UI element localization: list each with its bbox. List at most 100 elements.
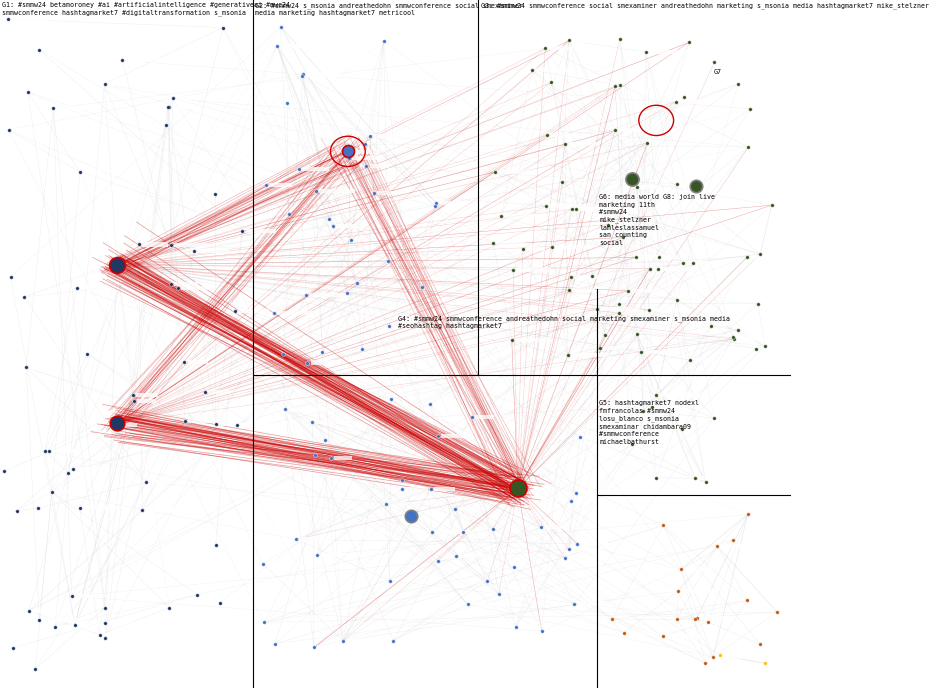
FancyBboxPatch shape	[77, 466, 110, 471]
Point	[126, 395, 142, 406]
Text: G4: #smmw24 smmwconference andreathedohn social marketing smexaminer s_msonia me: G4: #smmw24 smmwconference andreathedohn…	[398, 315, 730, 330]
Point	[48, 621, 63, 632]
Point	[198, 387, 213, 398]
FancyBboxPatch shape	[315, 420, 349, 424]
Point	[561, 284, 577, 295]
Point	[611, 299, 626, 310]
Point	[189, 589, 204, 600]
Point	[212, 597, 227, 608]
FancyBboxPatch shape	[638, 255, 675, 259]
Point	[625, 173, 640, 184]
Point	[681, 37, 696, 48]
FancyBboxPatch shape	[700, 616, 725, 620]
FancyBboxPatch shape	[311, 361, 340, 365]
FancyBboxPatch shape	[741, 82, 760, 86]
Point	[628, 252, 643, 263]
Point	[515, 244, 530, 255]
Point	[642, 264, 657, 275]
FancyBboxPatch shape	[572, 288, 595, 292]
FancyBboxPatch shape	[174, 243, 209, 247]
Point	[415, 281, 430, 292]
FancyBboxPatch shape	[753, 107, 772, 111]
Point	[300, 357, 315, 368]
Point	[163, 239, 179, 250]
FancyBboxPatch shape	[548, 46, 574, 50]
Point	[572, 432, 587, 443]
FancyBboxPatch shape	[550, 133, 577, 138]
Point	[613, 80, 628, 91]
Point	[115, 55, 130, 66]
FancyBboxPatch shape	[302, 167, 330, 171]
FancyBboxPatch shape	[631, 289, 656, 293]
FancyBboxPatch shape	[107, 82, 126, 86]
FancyBboxPatch shape	[115, 422, 138, 427]
Point	[584, 270, 599, 281]
FancyBboxPatch shape	[716, 655, 753, 659]
Point	[731, 325, 746, 336]
Point	[37, 445, 52, 456]
Point	[362, 131, 377, 142]
Point	[298, 290, 314, 301]
Point	[670, 585, 685, 596]
Point	[323, 452, 338, 463]
Point	[64, 591, 79, 602]
Point	[543, 77, 559, 88]
Point	[560, 543, 576, 554]
Point	[28, 663, 43, 674]
Point	[480, 576, 495, 587]
Point	[208, 418, 223, 429]
Point	[277, 404, 293, 415]
Point	[66, 463, 81, 474]
Point	[104, 419, 120, 430]
FancyBboxPatch shape	[43, 619, 83, 623]
FancyBboxPatch shape	[11, 128, 46, 132]
Point	[608, 125, 623, 136]
FancyBboxPatch shape	[396, 638, 435, 643]
Point	[710, 541, 725, 552]
FancyBboxPatch shape	[277, 311, 313, 315]
FancyBboxPatch shape	[280, 43, 310, 47]
Point	[539, 201, 554, 212]
Text: G5: hashtagmarket7 nodexl
fmfrancolas #smmw24
losu_blanco s_msonia
smexaminar ch: G5: hashtagmarket7 nodexl fmfrancolas #s…	[599, 400, 699, 444]
FancyBboxPatch shape	[208, 390, 230, 394]
FancyBboxPatch shape	[750, 255, 779, 259]
Point	[560, 350, 575, 361]
Point	[314, 347, 330, 358]
Point	[538, 43, 553, 54]
Point	[625, 438, 640, 449]
FancyBboxPatch shape	[555, 244, 593, 248]
Point	[600, 219, 616, 230]
Point	[688, 473, 703, 484]
FancyBboxPatch shape	[16, 646, 42, 650]
Point	[230, 419, 245, 430]
FancyBboxPatch shape	[471, 603, 506, 607]
Point	[686, 257, 701, 268]
FancyBboxPatch shape	[11, 17, 48, 21]
FancyBboxPatch shape	[583, 436, 604, 440]
Point	[208, 188, 223, 199]
FancyBboxPatch shape	[320, 553, 343, 557]
FancyBboxPatch shape	[649, 50, 687, 54]
Point	[394, 474, 409, 485]
Point	[604, 614, 619, 625]
Point	[31, 615, 47, 626]
Point	[687, 614, 702, 625]
FancyBboxPatch shape	[29, 365, 52, 369]
FancyBboxPatch shape	[84, 170, 102, 174]
Point	[726, 332, 741, 343]
Point	[607, 80, 622, 92]
FancyBboxPatch shape	[171, 105, 198, 109]
Point	[6, 643, 21, 654]
Point	[508, 621, 523, 632]
FancyBboxPatch shape	[90, 352, 109, 356]
Point	[592, 343, 607, 354]
FancyBboxPatch shape	[693, 358, 712, 362]
Point	[706, 652, 721, 663]
FancyBboxPatch shape	[173, 605, 196, 610]
FancyBboxPatch shape	[653, 308, 685, 312]
Point	[135, 504, 150, 515]
FancyBboxPatch shape	[377, 191, 397, 195]
Point	[589, 303, 604, 314]
Point	[423, 398, 438, 409]
Point	[712, 650, 728, 661]
